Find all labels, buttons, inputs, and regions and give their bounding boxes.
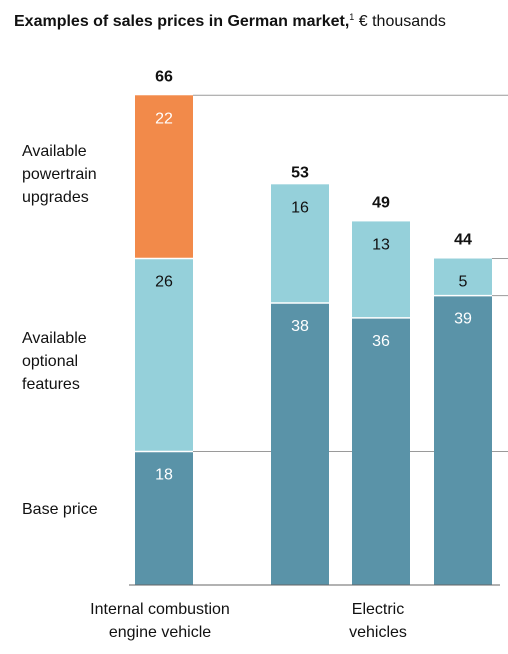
total-label-3: 44 (454, 232, 472, 249)
total-label-1: 53 (291, 165, 309, 182)
row-label-base: Base price (22, 501, 98, 518)
row-label-upgrades: Available powertrain upgrades (22, 143, 97, 206)
data-label-base-2: 36 (372, 333, 390, 350)
data-label-base-0: 18 (155, 466, 173, 483)
data-label-upgrades-0: 22 (155, 110, 173, 127)
chart-title: Examples of sales prices in German marke… (14, 12, 446, 31)
data-label-optional-0: 26 (155, 274, 173, 291)
data-label-optional-2: 13 (372, 236, 390, 253)
title-main: Examples of sales prices in German marke… (14, 13, 350, 30)
bar-upgrades-0 (135, 95, 193, 259)
bar-base-0 (135, 451, 193, 585)
bar-base-1 (271, 303, 329, 585)
data-label-optional-3: 5 (459, 274, 468, 291)
bar-optional-1 (271, 184, 329, 304)
data-label-base-3: 39 (454, 311, 472, 328)
group-label-ev: Electric vehicles (349, 601, 407, 641)
bar-optional-3 (434, 258, 492, 296)
data-label-optional-1: 16 (291, 199, 309, 216)
bar-optional-2 (352, 221, 410, 318)
row-label-optional: Available optional features (22, 330, 87, 393)
total-label-2: 49 (372, 194, 390, 211)
bar-optional-0 (135, 258, 193, 452)
data-label-base-1: 38 (291, 318, 309, 335)
bar-base-2 (352, 317, 410, 585)
title-unit: € thousands (358, 13, 446, 30)
total-label-0: 66 (155, 68, 173, 85)
group-label-ice: Internal combustion engine vehicle (90, 601, 230, 641)
bar-base-3 (434, 295, 492, 585)
footnote-marker: 1 (349, 12, 355, 22)
